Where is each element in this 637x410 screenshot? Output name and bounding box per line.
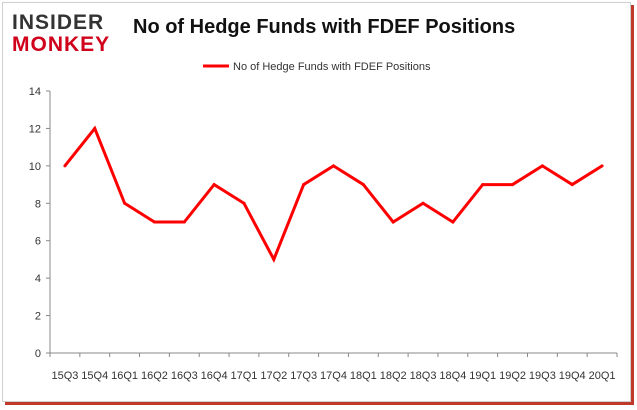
data-point [451,220,455,224]
chart-frame: INSIDER MONKEY No of Hedge Funds with FD… [2,2,631,402]
y-tick-label: 10 [29,161,41,173]
data-point [63,164,67,168]
y-tick-label: 12 [29,123,41,135]
legend: No of Hedge Funds with FDEF Positions [203,61,431,73]
data-point [481,183,485,187]
x-tick-label: 18Q4 [439,370,466,382]
data-point [391,220,395,224]
logo-line-1: INSIDER [12,11,105,34]
data-point [570,183,574,187]
data-point [272,257,276,261]
line-chart: No of Hedge Funds with FDEF Positions 0 2… [29,61,618,382]
x-tick-label: 17Q3 [290,370,317,382]
y-tick-label: 8 [35,198,41,210]
data-point [332,164,335,168]
x-tick-label: 18Q1 [350,370,377,382]
data-point [182,220,186,224]
x-tick-label: 19Q4 [559,370,586,382]
x-tick-label: 20Q1 [589,370,616,382]
chart-title: No of Hedge Funds with FDEF Positions [133,16,516,38]
x-tick-label: 16Q4 [201,370,228,382]
logo-line-2: MONKEY [12,33,111,56]
data-point [123,201,127,205]
x-tick-label: 17Q4 [320,370,347,382]
x-axis-ticks: 15Q3 15Q4 16Q1 16Q2 16Q3 16Q4 17Q1 17Q2 17Q3 17Q4… [49,353,618,382]
x-tick-label: 17Q1 [231,370,258,382]
data-point [600,164,604,168]
data-point [212,183,216,187]
x-tick-label: 16Q1 [111,370,138,382]
data-point [540,164,544,168]
data-point [302,183,306,187]
data-point [93,126,97,130]
data-point [152,220,156,224]
data-point [511,183,515,187]
x-tick-label: 15Q3 [51,370,78,382]
x-tick-label: 17Q2 [260,370,287,382]
data-point [242,201,246,205]
x-tick-label: 16Q2 [141,370,168,382]
x-tick-label: 15Q4 [81,370,108,382]
x-tick-label: 19Q2 [499,370,526,382]
series-line [63,125,603,263]
x-tick-label: 19Q1 [469,370,496,382]
x-tick-label: 16Q3 [171,370,198,382]
axes [49,91,617,354]
series-group [63,125,604,263]
y-tick-label: 0 [35,348,41,360]
y-tick-label: 4 [35,273,41,285]
y-tick-label: 14 [29,86,41,98]
insider-monkey-logo: INSIDER MONKEY [12,9,122,59]
data-point [361,183,365,187]
x-tick-label: 18Q2 [380,370,407,382]
x-tick-label: 18Q3 [410,370,437,382]
y-tick-label: 2 [35,311,41,323]
y-axis-ticks: 0 2 4 6 8 10 12 14 [29,86,50,360]
data-point [421,201,425,205]
x-tick-label: 19Q3 [529,370,556,382]
legend-label: No of Hedge Funds with FDEF Positions [233,61,431,73]
y-tick-label: 6 [35,236,41,248]
